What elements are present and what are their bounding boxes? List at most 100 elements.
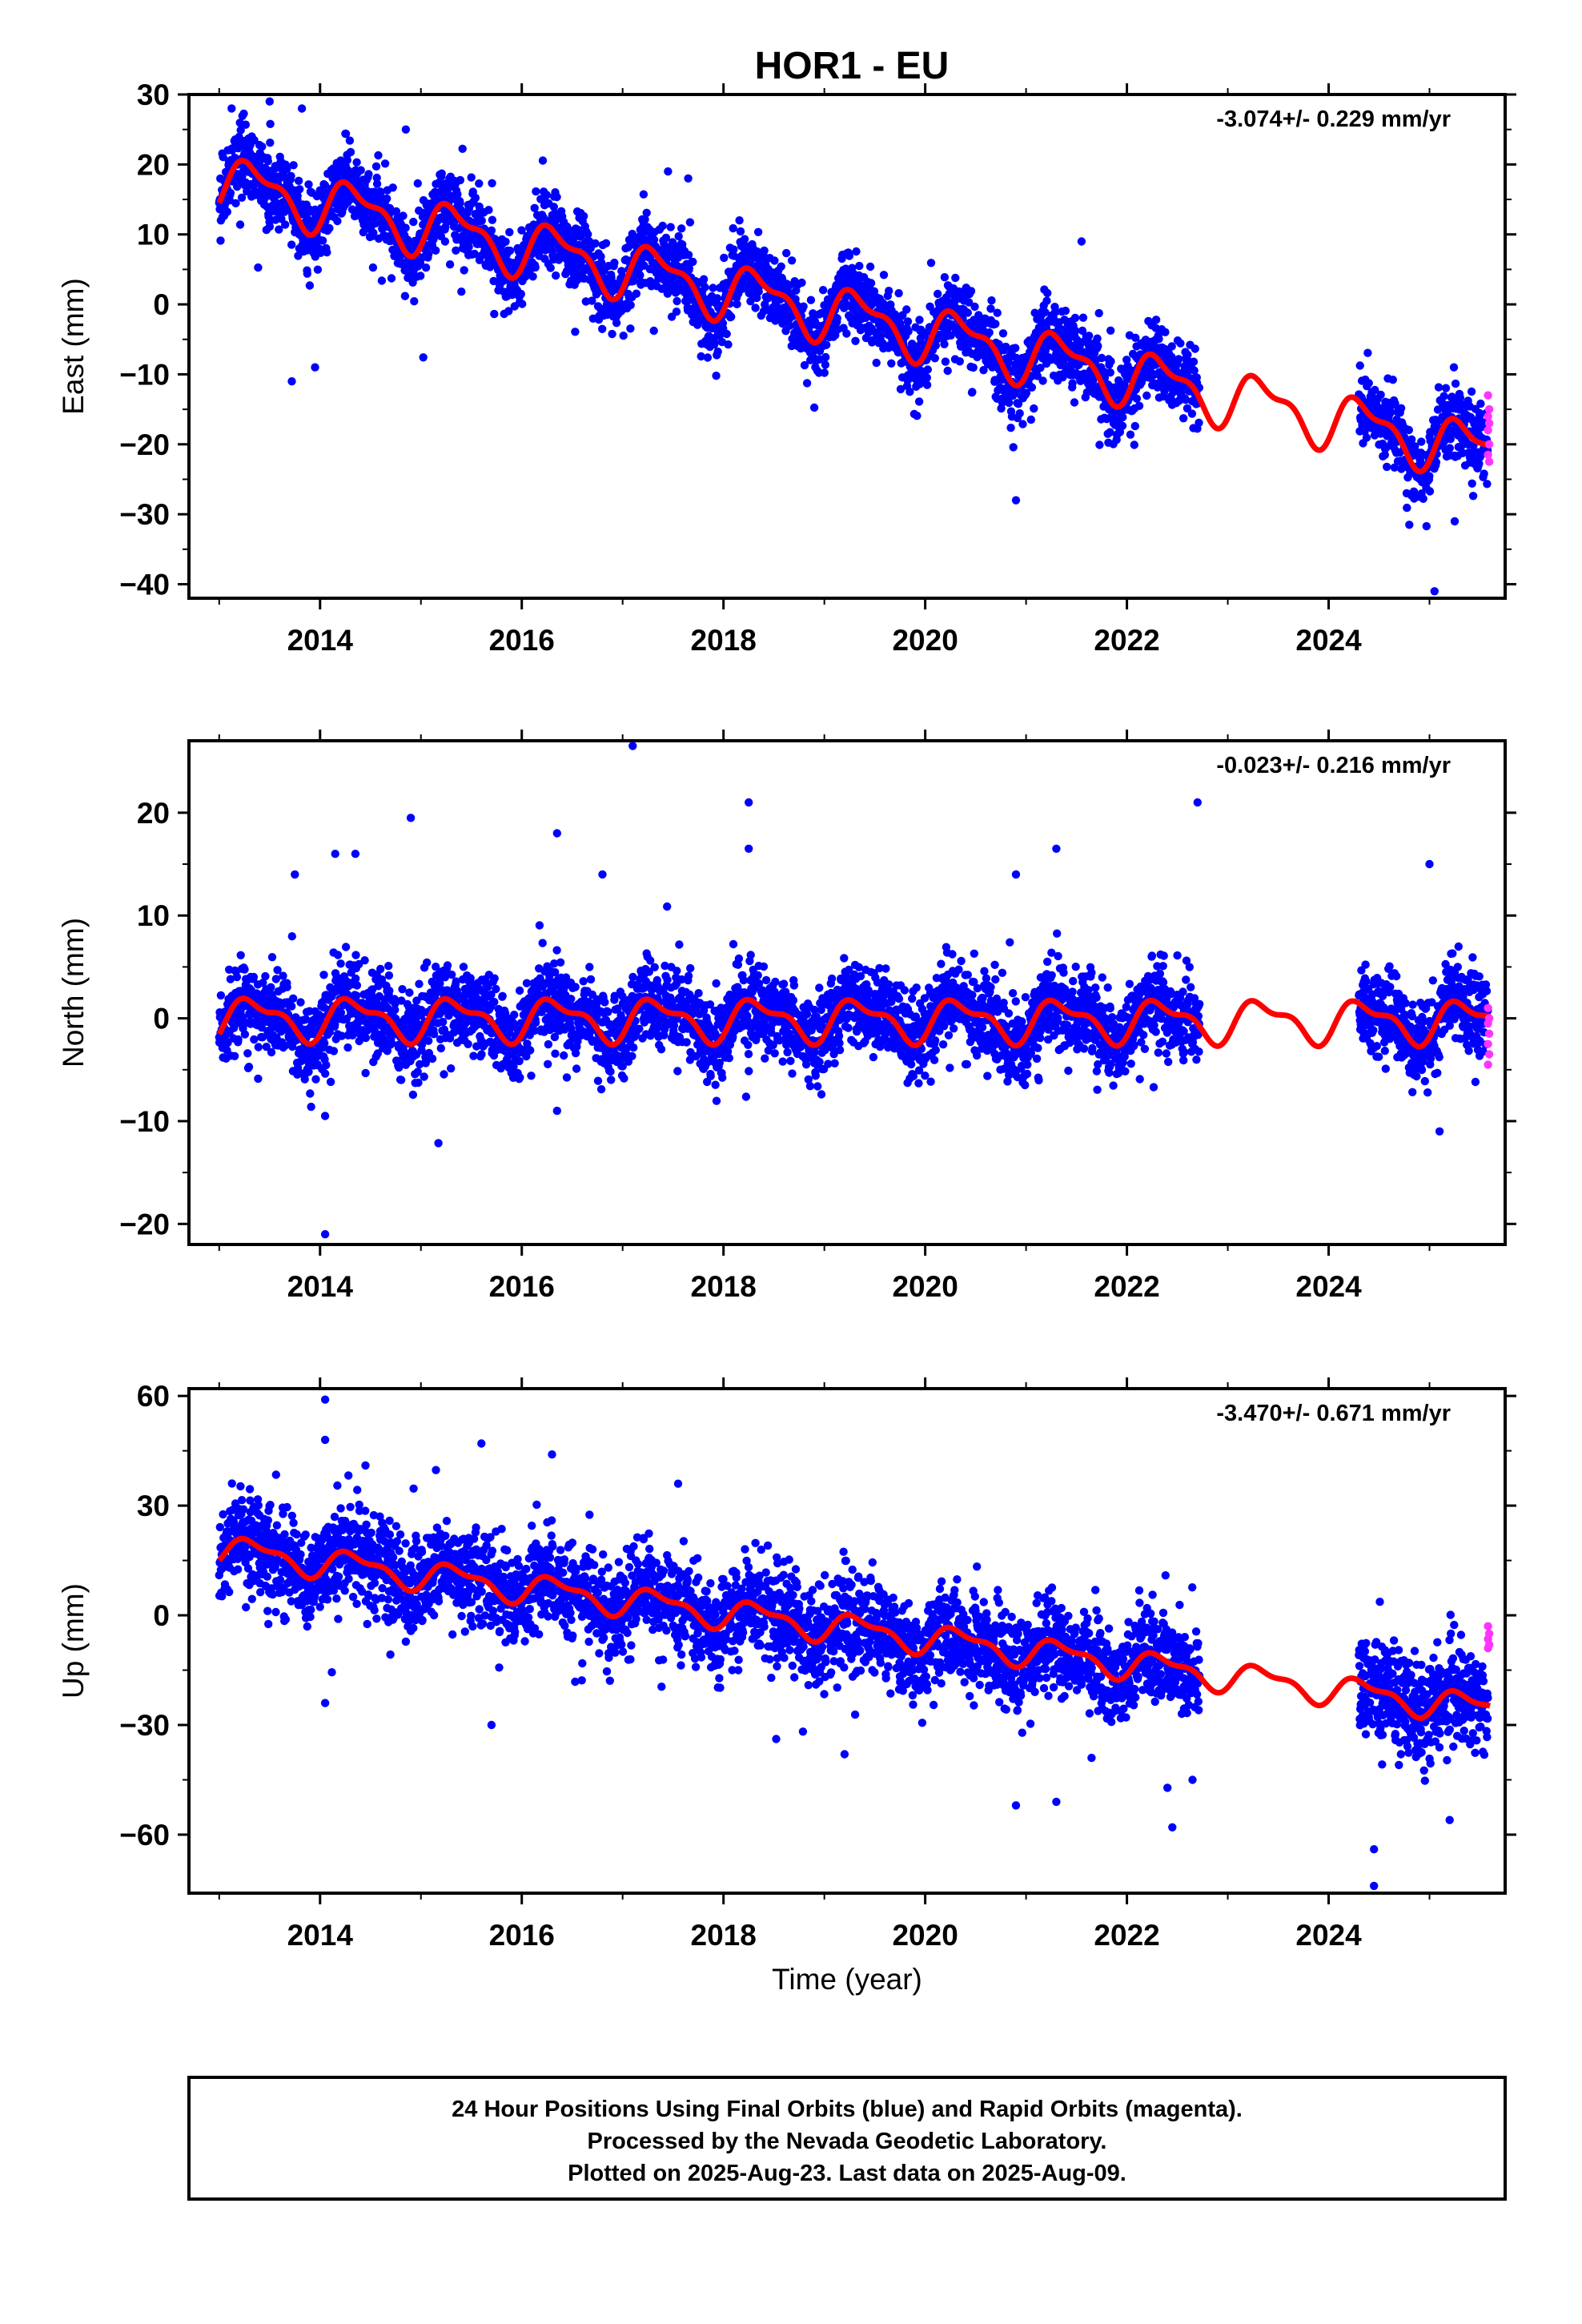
- final-orbit-point: [526, 1046, 535, 1055]
- final-orbit-point: [852, 247, 861, 256]
- final-orbit-point: [1417, 437, 1426, 446]
- final-orbit-point: [456, 199, 464, 207]
- final-orbit-point: [254, 1074, 263, 1084]
- final-orbit-point: [424, 1036, 433, 1045]
- final-orbit-point: [855, 261, 864, 271]
- final-orbit-point: [305, 281, 315, 290]
- final-orbit-point: [464, 1039, 472, 1049]
- final-orbit-point: [697, 352, 705, 361]
- final-orbit-point: [254, 1043, 263, 1051]
- final-orbit-point: [471, 193, 480, 203]
- final-orbit-point: [488, 215, 497, 224]
- x-tick-label: 2022: [1094, 624, 1159, 657]
- final-orbit-point: [1371, 385, 1379, 395]
- final-orbit-point: [1167, 342, 1176, 351]
- final-orbit-point: [1390, 463, 1399, 472]
- final-orbit-point: [1132, 394, 1142, 403]
- final-orbit-point: [413, 179, 422, 188]
- rapid-orbit-point: [1484, 440, 1494, 448]
- final-orbit-point: [359, 227, 367, 237]
- final-orbit-point: [1456, 393, 1465, 402]
- rapid-orbit-point: [1484, 391, 1492, 400]
- final-orbit-point: [865, 262, 875, 271]
- final-orbit-point: [1441, 384, 1451, 392]
- final-orbit-point: [490, 309, 499, 319]
- final-orbit-point: [294, 176, 303, 185]
- final-orbit-point: [439, 1017, 448, 1027]
- final-orbit-point: [445, 260, 455, 269]
- final-orbit-point: [571, 328, 580, 336]
- final-orbit-point: [546, 263, 555, 272]
- final-orbit-point: [501, 237, 510, 246]
- final-orbit-point: [436, 1043, 445, 1053]
- x-tick-label: 2018: [691, 624, 757, 657]
- final-orbit-point: [361, 1068, 370, 1078]
- final-orbit-point: [403, 235, 412, 244]
- rapid-orbit-point: [1484, 404, 1494, 414]
- final-orbit-outlier: [401, 125, 411, 134]
- final-orbit-point: [1061, 306, 1070, 316]
- final-orbit-point: [872, 358, 881, 368]
- final-orbit-point: [234, 1035, 243, 1044]
- final-orbit-point: [787, 256, 797, 265]
- final-orbit-point: [313, 265, 323, 274]
- final-orbit-point: [1387, 408, 1395, 417]
- final-orbit-point: [1142, 391, 1151, 400]
- final-orbit-point: [505, 246, 515, 255]
- final-orbit-point: [319, 971, 328, 979]
- final-orbit-point: [516, 1073, 524, 1082]
- final-orbit-point: [821, 360, 830, 369]
- final-orbit-point: [649, 326, 658, 336]
- y-tick-label: −30: [119, 498, 170, 531]
- final-orbit-point: [563, 223, 572, 231]
- final-orbit-point: [384, 962, 393, 971]
- final-orbit-point: [475, 179, 484, 188]
- final-orbit-point: [820, 368, 829, 377]
- final-orbit-point: [405, 988, 414, 997]
- final-orbit-point: [424, 250, 433, 259]
- final-orbit-point: [619, 332, 628, 340]
- final-orbit-point: [231, 199, 240, 207]
- final-orbit-point: [969, 363, 978, 372]
- final-orbit-point: [492, 984, 500, 994]
- final-orbit-point: [400, 292, 410, 300]
- final-orbit-point: [323, 247, 331, 257]
- final-orbit-point: [420, 1072, 428, 1081]
- final-orbit-point: [409, 217, 418, 227]
- final-orbit-point: [678, 240, 687, 249]
- final-orbit-point: [1445, 444, 1455, 452]
- final-orbit-point: [283, 983, 291, 991]
- final-orbit-point: [464, 243, 473, 251]
- final-orbit-point: [326, 1077, 335, 1087]
- final-orbit-point: [432, 246, 440, 255]
- final-orbit-point: [398, 985, 407, 994]
- final-orbit-point: [232, 972, 242, 982]
- final-orbit-point: [581, 297, 590, 306]
- final-orbit-point: [304, 180, 313, 189]
- final-orbit-point: [531, 263, 540, 272]
- final-orbit-point: [1014, 400, 1023, 408]
- final-orbit-point: [922, 380, 932, 389]
- final-orbit-point: [629, 276, 638, 285]
- final-orbit-point: [408, 278, 417, 287]
- final-orbit-point: [1449, 363, 1459, 372]
- final-orbit-point: [352, 991, 361, 1000]
- final-orbit-point: [401, 223, 410, 232]
- final-orbit-point: [1404, 425, 1414, 435]
- rapid-orbit-point: [1484, 450, 1492, 460]
- final-orbit-point: [250, 1035, 259, 1044]
- final-orbit-point: [800, 360, 809, 370]
- final-orbit-point: [345, 136, 355, 145]
- y-tick-label: 20: [137, 148, 170, 181]
- final-orbit-point: [851, 336, 860, 345]
- final-orbit-point: [770, 256, 779, 265]
- final-orbit-point: [1467, 387, 1476, 396]
- final-orbit-point: [713, 347, 722, 356]
- final-orbit-point: [453, 190, 462, 199]
- final-orbit-point: [488, 179, 496, 187]
- final-orbit-point: [934, 289, 942, 299]
- final-orbit-point: [241, 120, 251, 129]
- final-orbit-point: [902, 305, 911, 314]
- final-orbit-point: [428, 1054, 437, 1063]
- final-orbit-point: [1439, 392, 1448, 400]
